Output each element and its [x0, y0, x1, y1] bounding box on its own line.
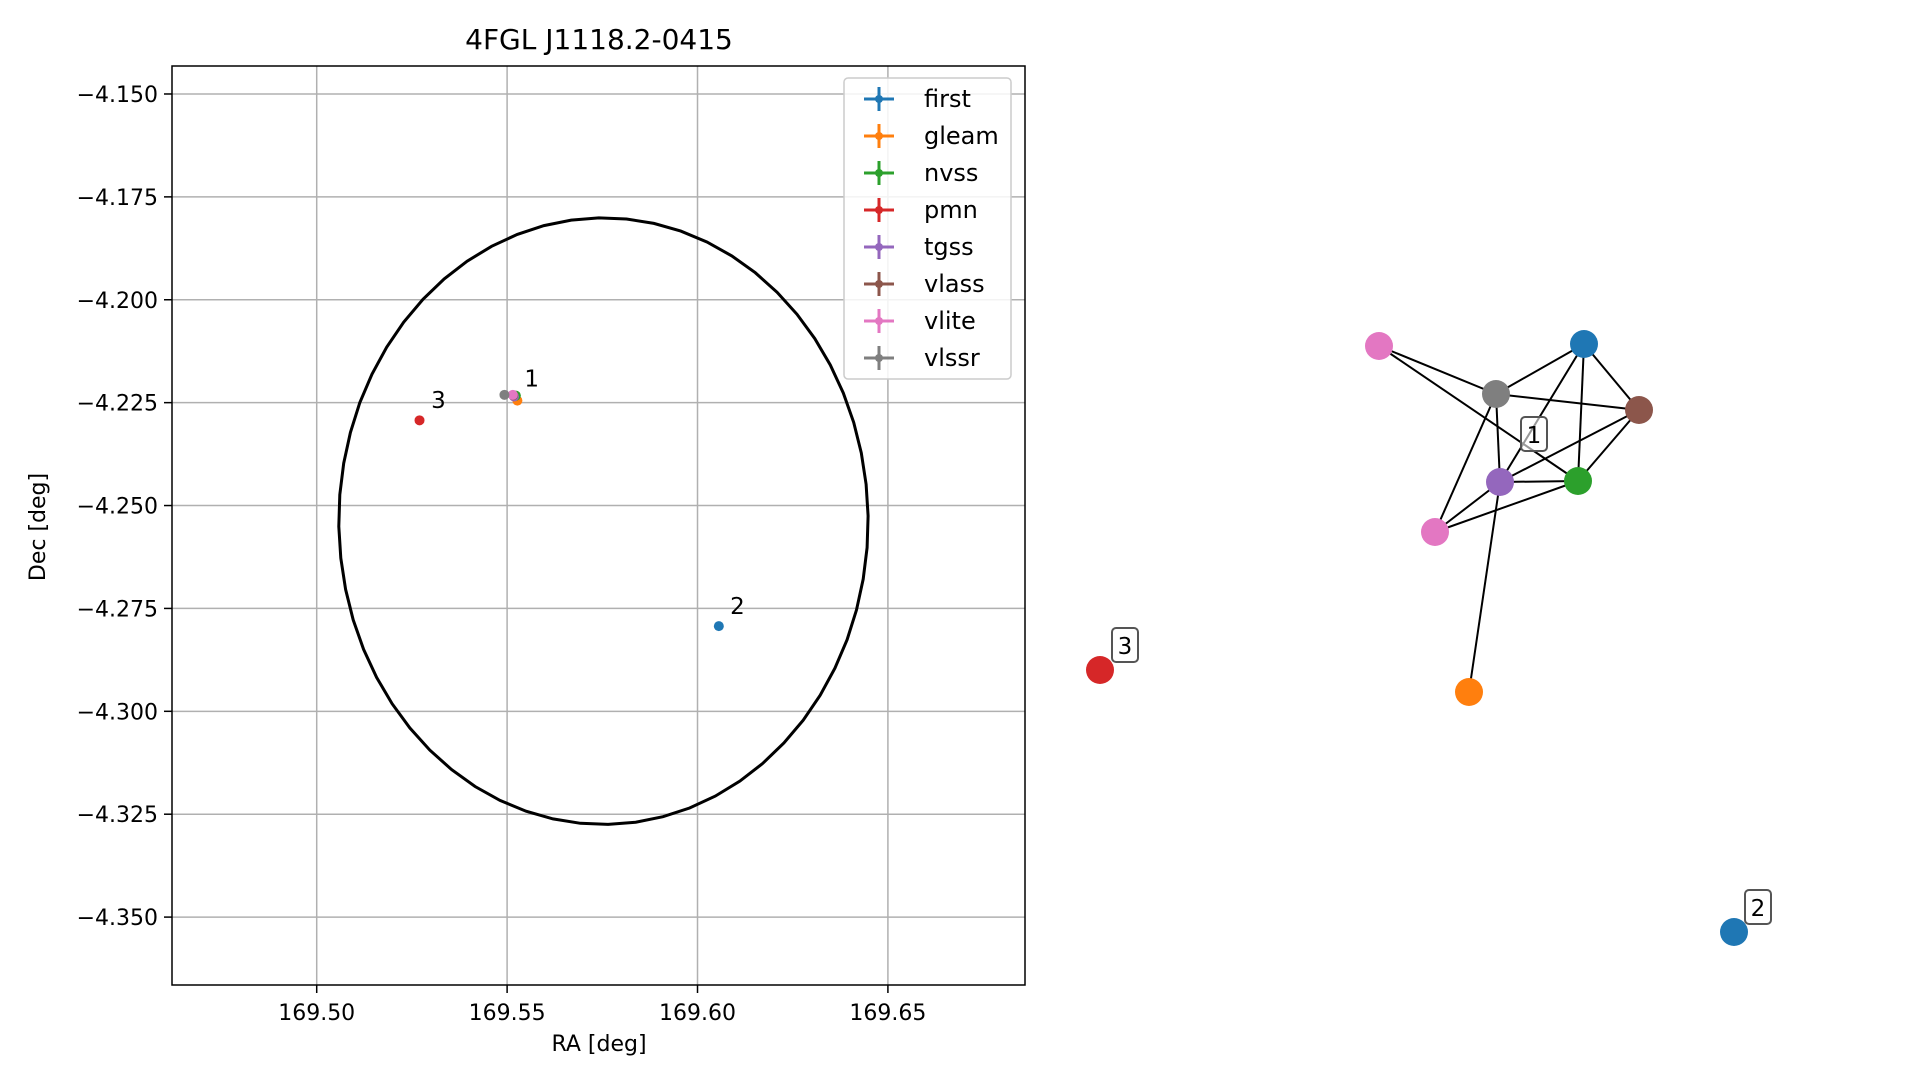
- legend-label-vlssr: vlssr: [924, 344, 980, 372]
- legend-box: [843, 77, 1012, 380]
- legend-marker-dot-vlass: [875, 280, 883, 288]
- y-tick-label: −4.225: [77, 392, 158, 417]
- y-axis-ticks: −4.150 −4.175 −4.200 −4.225 −4.250 −4.275 −4.3…: [77, 83, 172, 931]
- point-label: 3: [431, 388, 446, 414]
- legend-label-pmn: pmn: [924, 196, 978, 224]
- network-node-vlass: [1625, 396, 1653, 424]
- network-edge: [1495, 343, 1585, 395]
- x-tick-label: 169.60: [659, 1001, 736, 1026]
- network-edge: [1577, 343, 1585, 482]
- cluster-label: 3: [1118, 634, 1133, 660]
- network-node-tgss: [1486, 468, 1514, 496]
- network-graph-panel: 1 2 3: [1086, 330, 1772, 946]
- network-node-vlite_b: [1421, 518, 1449, 546]
- cluster-label: 2: [1751, 896, 1766, 922]
- cluster-label: 1: [1527, 423, 1542, 449]
- y-tick-label: −4.350: [77, 906, 158, 931]
- network-edge: [1495, 393, 1501, 483]
- point-label: 2: [730, 594, 745, 620]
- scatter-point-first: [713, 621, 724, 632]
- legend-marker-dot-tgss: [875, 243, 883, 251]
- legend-marker-dot-vlite: [875, 317, 883, 325]
- network-edge: [1499, 409, 1640, 483]
- x-tick-label: 169.65: [849, 1001, 926, 1026]
- network-nodes: [1086, 330, 1748, 946]
- legend: first gleam nvss pmn tgss vlass vlite vlssr: [843, 77, 1012, 380]
- cluster-label-box: [1111, 627, 1139, 663]
- uncertainty-ellipse: [337, 216, 870, 826]
- scatter-point-pmn: [414, 415, 425, 426]
- y-tick-label: −4.200: [77, 289, 158, 314]
- scatter-plot-panel: 1 2 3 169.50 169.55 169.60 169.65 −4.150 −4.17…: [26, 23, 1026, 1057]
- legend-items: first gleam nvss pmn tgss vlass vlite vlssr: [864, 85, 999, 372]
- legend-marker-dot-pmn: [875, 206, 883, 214]
- legend-label-gleam: gleam: [924, 122, 999, 150]
- y-axis-label: Dec [deg]: [26, 473, 51, 581]
- legend-label-vlass: vlass: [924, 270, 985, 298]
- x-tick-label: 169.50: [278, 1001, 355, 1026]
- cluster-labels: 1 2 3: [1111, 416, 1772, 925]
- grid-lines: [172, 66, 1025, 985]
- scatter-point-vlite: [507, 389, 518, 400]
- y-tick-label: −4.300: [77, 700, 158, 725]
- legend-label-vlite: vlite: [924, 307, 976, 335]
- network-node-pmn: [1086, 656, 1114, 684]
- network-node-first_b: [1720, 918, 1748, 946]
- cluster-label-box: [1520, 416, 1548, 452]
- legend-marker-dot-gleam: [875, 132, 883, 140]
- legend-marker-dot-nvss: [875, 169, 883, 177]
- legend-marker-dot-vlssr: [875, 354, 883, 362]
- network-node-vlite_a: [1365, 332, 1393, 360]
- network-node-vlssr: [1482, 380, 1510, 408]
- network-edge: [1434, 393, 1497, 533]
- scatter-point-vlssr: [499, 389, 510, 400]
- scatter-points: [414, 389, 724, 632]
- y-tick-label: −4.150: [77, 83, 158, 108]
- y-tick-label: −4.175: [77, 186, 158, 211]
- network-edges: [1378, 343, 1640, 693]
- y-tick-label: −4.275: [77, 597, 158, 622]
- network-node-gleam: [1455, 678, 1483, 706]
- network-node-nvss: [1564, 467, 1592, 495]
- network-node-first_a: [1570, 330, 1598, 358]
- x-axis-label: RA [deg]: [551, 1032, 646, 1057]
- network-edge: [1495, 393, 1640, 411]
- legend-label-nvss: nvss: [924, 159, 978, 187]
- y-tick-label: −4.250: [77, 495, 158, 520]
- point-label: 1: [524, 366, 539, 392]
- y-tick-label: −4.325: [77, 803, 158, 828]
- chart-title: 4FGL J1118.2-0415: [465, 23, 733, 56]
- legend-label-first: first: [924, 85, 971, 113]
- network-edge: [1583, 343, 1640, 411]
- cluster-label-box: [1744, 889, 1772, 925]
- network-edge: [1434, 480, 1579, 533]
- network-edge: [1378, 345, 1497, 395]
- legend-label-tgss: tgss: [924, 233, 974, 261]
- x-axis-ticks: 169.50 169.55 169.60 169.65: [278, 985, 926, 1026]
- legend-marker-dot-first: [875, 95, 883, 103]
- network-edge: [1499, 343, 1585, 483]
- axes-frame: [171, 65, 1026, 986]
- point-annotations: 1 2 3: [431, 366, 745, 620]
- x-tick-label: 169.55: [469, 1001, 546, 1026]
- network-edge: [1577, 409, 1640, 482]
- network-edge: [1468, 481, 1501, 693]
